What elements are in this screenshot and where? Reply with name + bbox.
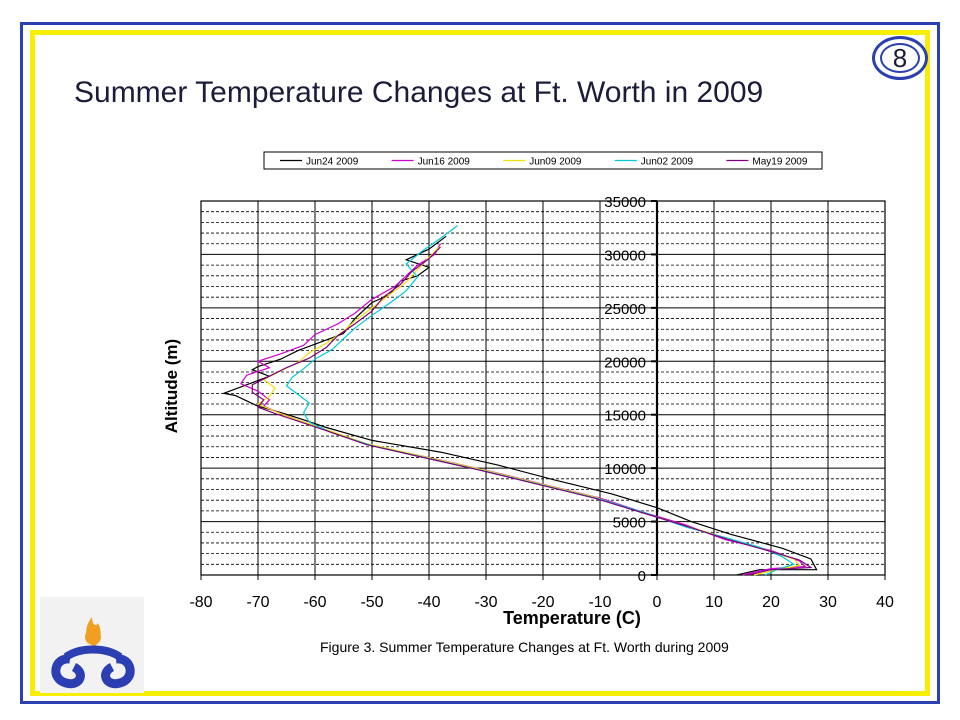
legend-label: May19 2009 [752, 157, 807, 168]
x-tick-label: -30 [474, 594, 497, 611]
legend-label: Jun16 2009 [418, 157, 471, 168]
logo [40, 597, 144, 693]
y-tick-label: 5000 [613, 515, 646, 532]
logo-ring-left [51, 654, 85, 689]
logo-arc [63, 645, 123, 661]
x-tick-label: 30 [819, 594, 837, 611]
legend-label: Jun02 2009 [641, 157, 694, 168]
y-tick-label: 15000 [604, 408, 646, 425]
plot-area: 0 5000 10000 15000 20000 25000 30000 35000 -80 -7… [189, 194, 894, 611]
y-tick-label: 20000 [604, 354, 646, 371]
y-tick-label: 35000 [604, 194, 646, 211]
x-tick-label: -40 [417, 594, 440, 611]
series-line [251, 246, 813, 576]
page-badge-ring [880, 43, 920, 73]
legend-label: Jun09 2009 [529, 157, 582, 168]
x-tick-label: -50 [360, 594, 383, 611]
x-tick-label: -80 [189, 594, 212, 611]
logo-head [85, 629, 101, 645]
y-tick-label: 25000 [604, 301, 646, 318]
x-tick-label: 20 [762, 594, 780, 611]
slide-title: Summer Temperature Changes at Ft. Worth … [74, 76, 764, 109]
legend-box [263, 151, 823, 170]
x-tick-label: -60 [303, 594, 326, 611]
y-tick-label: 0 [638, 568, 646, 585]
y-tick-label: 10000 [604, 461, 646, 478]
page-number-badge: 8 [872, 36, 928, 80]
y-axis-label: Altitude (m) [162, 339, 181, 433]
legend-label: Jun24 2009 [306, 157, 359, 168]
x-tick-label: 0 [653, 594, 662, 611]
figure-caption: Figure 3. Summer Temperature Changes at … [320, 639, 729, 655]
x-axis-label: Temperature (C) [503, 608, 641, 628]
x-tick-label: -20 [531, 594, 554, 611]
y-tick-label: 30000 [604, 247, 646, 264]
slide-inner-frame [30, 30, 930, 696]
x-tick-label: -70 [246, 594, 269, 611]
logo-ring-right [101, 654, 135, 689]
org-logo-icon [51, 617, 135, 689]
x-tick-label: -10 [588, 594, 611, 611]
chart-legend: Jun24 2009 Jun16 2009 Jun09 2009 Jun02 2009… [263, 151, 823, 170]
x-tick-label: 10 [705, 594, 723, 611]
x-tick-label: 40 [876, 594, 894, 611]
